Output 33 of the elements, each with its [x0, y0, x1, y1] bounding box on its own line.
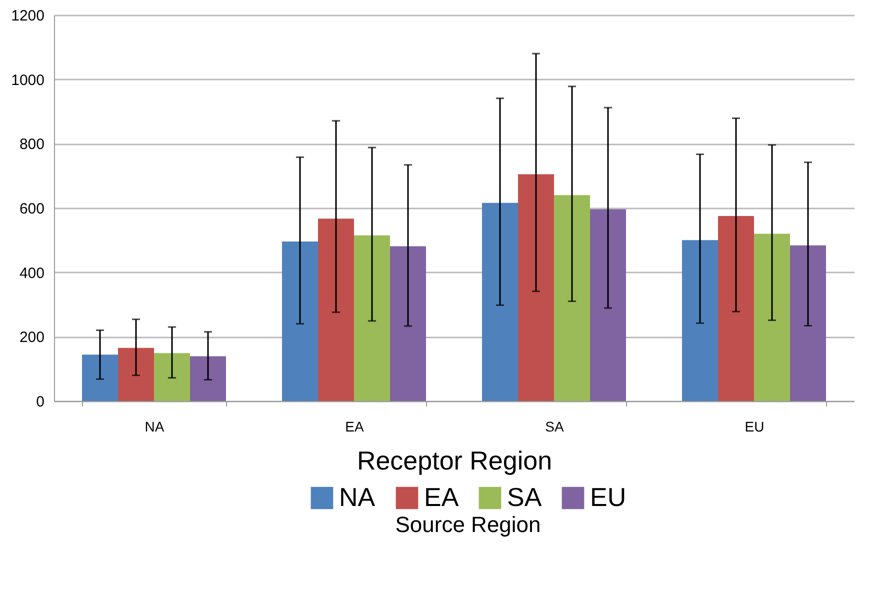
bar: [590, 209, 626, 401]
legend-label: EA: [424, 482, 460, 512]
bar: [190, 356, 226, 401]
bar: [154, 353, 190, 401]
y-tick-label: 800: [19, 136, 44, 154]
y-tick-label: 600: [19, 200, 44, 218]
bar: [318, 218, 354, 401]
bar: [282, 241, 318, 401]
bar: [354, 235, 390, 401]
legend-label: EU: [590, 482, 626, 512]
y-tick-label: 200: [19, 329, 44, 346]
y-tick-label: 400: [19, 264, 44, 282]
y-tick-label: 1200: [11, 8, 44, 24]
bar: [482, 202, 518, 401]
legend-label: NA: [339, 482, 376, 512]
bar: [118, 348, 154, 401]
legend-label: SA: [507, 482, 542, 512]
x-tick-label: EA: [345, 418, 364, 434]
x-tick-label: NA: [144, 418, 165, 434]
y-tick-label: 0: [36, 394, 44, 410]
bar: [754, 234, 790, 401]
bar: [82, 354, 118, 401]
x-axis-title: Receptor Region: [356, 446, 552, 476]
x-tick-label: EU: [744, 418, 764, 434]
y-tick-label: 1000: [11, 72, 44, 89]
bar: [718, 216, 754, 401]
bar: [518, 174, 554, 401]
bar: [790, 245, 826, 401]
bar: [390, 246, 426, 401]
legend-title: Source Region: [395, 512, 541, 537]
x-tick-label: SA: [545, 418, 564, 434]
bar: [682, 240, 718, 401]
bar: [554, 195, 590, 401]
